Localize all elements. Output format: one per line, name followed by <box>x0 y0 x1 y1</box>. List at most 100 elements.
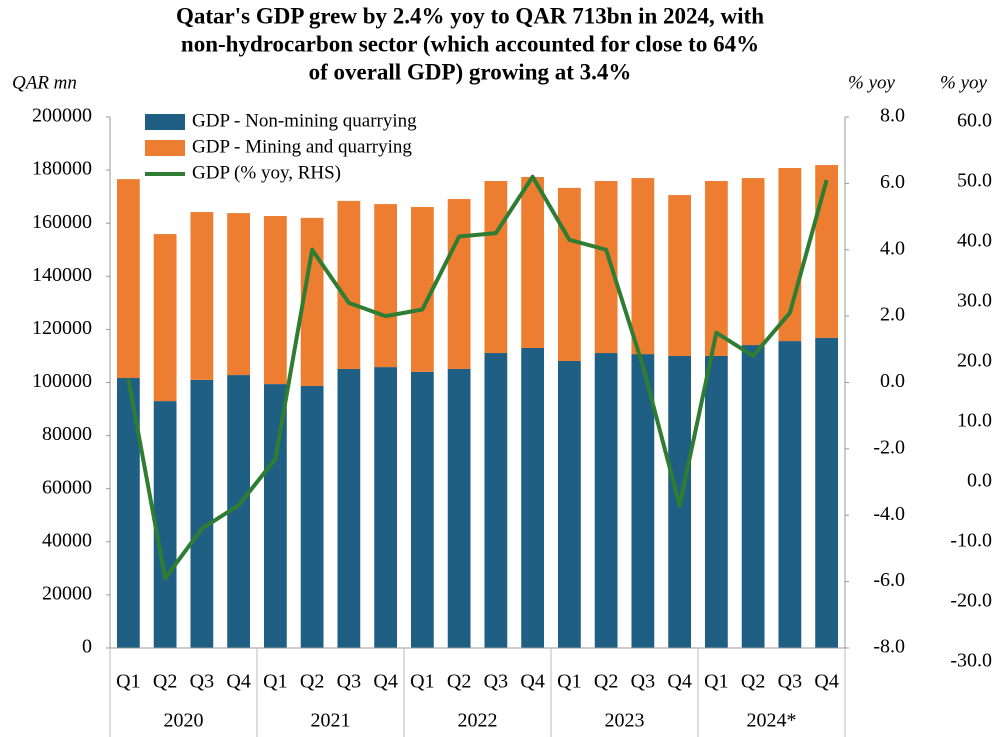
chart-title: Qatar's GDP grew by 2.4% yoy to QAR 713b… <box>176 3 764 28</box>
bar <box>484 353 508 648</box>
bar <box>116 179 140 378</box>
x-tick-label: Q4 <box>814 671 838 693</box>
x-tick-label: Q2 <box>153 671 177 693</box>
y-tick-label: 100000 <box>32 370 92 392</box>
y-tick-label: 60000 <box>42 476 92 498</box>
x-tick-label: Q4 <box>520 671 544 693</box>
bar <box>557 187 581 361</box>
bar <box>557 360 581 648</box>
x-tick-label: Q3 <box>778 671 802 693</box>
group-label: 2023 <box>605 710 645 732</box>
x-tick-label: Q2 <box>300 671 324 693</box>
bar <box>484 180 508 354</box>
y3-tick-label: 50.0 <box>957 170 992 192</box>
y3-axis-title: % yoy <box>940 72 988 93</box>
bar <box>410 207 434 372</box>
bar <box>300 385 324 648</box>
y-tick-label: 80000 <box>42 423 92 445</box>
y2-tick-label: -6.0 <box>873 569 905 591</box>
y2-tick-label: -8.0 <box>873 636 905 658</box>
x-tick-label: Q3 <box>631 671 655 693</box>
bar <box>631 354 655 648</box>
bar <box>337 368 361 648</box>
legend-label: GDP (% yoy, RHS) <box>192 162 341 183</box>
bar <box>337 200 361 369</box>
y-tick-label: 180000 <box>32 158 92 180</box>
y-tick-label: 160000 <box>32 211 92 233</box>
x-tick-label: Q4 <box>667 671 691 693</box>
bar <box>263 384 287 648</box>
y3-tick-label: -30.0 <box>950 650 992 672</box>
y2-tick-label: -2.0 <box>873 436 905 458</box>
bar <box>153 401 177 648</box>
group-label: 2024* <box>747 710 797 732</box>
bar <box>741 345 765 648</box>
y-tick-label: 120000 <box>32 317 92 339</box>
legend-swatch <box>145 140 185 156</box>
bar <box>521 177 545 348</box>
group-label: 2022 <box>458 710 498 732</box>
group-label: 2021 <box>311 710 351 732</box>
group-label: 2020 <box>164 710 204 732</box>
bar <box>374 367 398 648</box>
y-tick-label: 0 <box>82 636 92 658</box>
bar <box>704 355 728 648</box>
x-tick-label: Q3 <box>190 671 214 693</box>
x-tick-label: Q3 <box>337 671 361 693</box>
y2-tick-label: 0.0 <box>880 370 905 392</box>
y3-tick-label: 10.0 <box>957 410 992 432</box>
y-tick-label: 200000 <box>32 105 92 127</box>
bar <box>631 178 655 355</box>
bar <box>741 178 765 346</box>
bar <box>263 216 287 385</box>
x-tick-label: Q4 <box>373 671 397 693</box>
bar <box>410 371 434 648</box>
y2-tick-label: 2.0 <box>880 304 905 326</box>
bar <box>447 199 471 369</box>
x-tick-label: Q2 <box>594 671 618 693</box>
bar <box>447 368 471 648</box>
bar <box>190 379 214 648</box>
bar <box>704 180 728 356</box>
legend-swatch <box>145 114 185 130</box>
y2-tick-label: 6.0 <box>880 171 905 193</box>
bar <box>815 337 839 648</box>
x-tick-label: Q1 <box>116 671 140 693</box>
x-tick-label: Q1 <box>410 671 434 693</box>
y3-tick-label: 40.0 <box>957 230 992 252</box>
y2-tick-label: 4.0 <box>880 237 905 259</box>
y3-tick-label: 30.0 <box>957 290 992 312</box>
bar <box>153 234 177 402</box>
legend-label: GDP - Mining and quarrying <box>192 136 412 157</box>
y3-tick-label: 20.0 <box>957 350 992 372</box>
bar <box>668 195 692 356</box>
y2-tick-label: 8.0 <box>880 105 905 127</box>
bar <box>594 353 618 648</box>
x-tick-label: Q2 <box>741 671 765 693</box>
bar <box>374 204 398 368</box>
y-axis-title: QAR mn <box>12 72 77 93</box>
y3-tick-label: 60.0 <box>957 110 992 132</box>
bar <box>778 341 802 648</box>
bar <box>227 213 251 376</box>
line-series <box>126 174 829 581</box>
x-tick-label: Q1 <box>557 671 581 693</box>
bar <box>116 377 140 648</box>
legend-label: GDP - Non-mining quarrying <box>192 110 417 131</box>
y2-tick-label: -4.0 <box>873 503 905 525</box>
x-tick-label: Q2 <box>447 671 471 693</box>
bar <box>190 212 214 380</box>
y3-tick-label: -10.0 <box>950 530 992 552</box>
chart-title: of overall GDP) growing at 3.4% <box>309 59 632 84</box>
y-tick-label: 140000 <box>32 264 92 286</box>
y-tick-label: 20000 <box>42 582 92 604</box>
bar <box>594 180 618 354</box>
x-tick-label: Q1 <box>263 671 287 693</box>
bar <box>227 375 251 648</box>
x-tick-label: Q3 <box>484 671 508 693</box>
y-tick-label: 40000 <box>42 529 92 551</box>
y3-tick-label: 0.0 <box>967 470 992 492</box>
chart-title: non-hydrocarbon sector (which accounted … <box>181 31 759 56</box>
bar <box>521 347 545 648</box>
